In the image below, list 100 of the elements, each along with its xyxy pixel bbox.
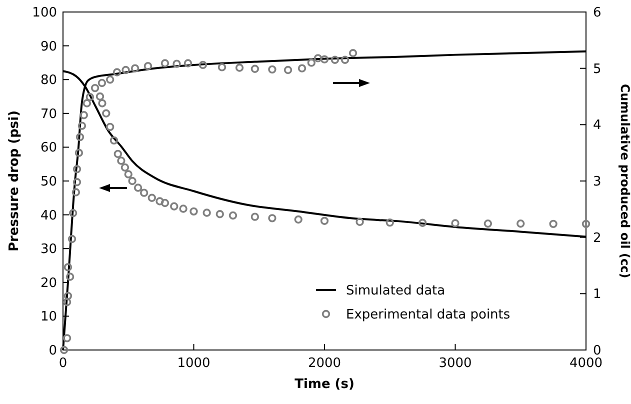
point	[307, 58, 316, 67]
point	[72, 165, 82, 174]
y2-tick-label: 2	[593, 230, 602, 246]
point	[268, 214, 276, 222]
y-tick-label: 60	[40, 140, 57, 156]
point	[294, 215, 302, 224]
point	[356, 218, 364, 226]
point	[198, 60, 207, 70]
point	[298, 64, 306, 72]
y2-tick-label: 3	[593, 174, 602, 190]
point	[68, 234, 76, 244]
point	[386, 218, 394, 227]
point	[250, 64, 260, 73]
point	[82, 99, 92, 108]
point	[122, 66, 130, 74]
y-tick-label: 40	[40, 208, 57, 224]
point	[235, 64, 244, 72]
point	[62, 298, 72, 306]
y-tick-label: 100	[32, 6, 57, 20]
y2-tick-label: 1	[593, 287, 602, 302]
point	[66, 272, 74, 281]
point	[96, 92, 104, 101]
point	[320, 216, 329, 225]
point	[98, 78, 106, 88]
point	[451, 219, 460, 228]
point	[76, 132, 84, 142]
point	[60, 346, 68, 354]
point	[64, 263, 72, 272]
point	[216, 210, 224, 218]
point	[330, 56, 340, 64]
y2-tick-label: 0	[593, 344, 602, 358]
y-tick-label: 0	[48, 344, 57, 358]
point	[250, 212, 260, 221]
point	[120, 163, 130, 172]
point	[102, 109, 110, 118]
y-tick-label: 80	[40, 73, 57, 88]
point	[74, 148, 84, 157]
point	[340, 56, 350, 64]
legend-label: Simulated data	[346, 284, 446, 298]
x-tick-label: 0	[58, 356, 68, 371]
point	[314, 54, 322, 62]
point	[148, 194, 156, 202]
point	[184, 59, 192, 68]
point	[98, 99, 106, 108]
point	[130, 64, 140, 72]
x-tick-label: 4000	[569, 356, 603, 371]
point	[484, 219, 492, 228]
point	[110, 136, 118, 145]
point	[117, 156, 126, 165]
point	[128, 176, 136, 186]
y-tick-label: 10	[40, 310, 57, 325]
point	[284, 66, 292, 74]
point	[418, 218, 427, 228]
point	[179, 204, 188, 213]
point	[86, 92, 94, 102]
point	[144, 62, 152, 70]
point	[268, 65, 276, 74]
point	[228, 211, 238, 220]
point	[72, 178, 82, 186]
point	[516, 219, 525, 228]
point	[68, 209, 78, 218]
y2-axis-title: Cumulative produced oil (cc)	[618, 84, 631, 278]
point	[156, 197, 164, 206]
x-tick-label: 1000	[177, 356, 210, 371]
point	[78, 122, 86, 130]
y-tick-label: 30	[40, 242, 57, 258]
point	[549, 220, 558, 228]
point	[218, 63, 226, 72]
point	[72, 188, 80, 196]
point	[134, 184, 142, 192]
y-tick-label: 90	[40, 39, 57, 54]
point	[160, 198, 170, 208]
y-tick-label: 70	[40, 106, 57, 122]
point	[202, 208, 211, 217]
point	[582, 220, 590, 228]
y-tick-label: 50	[40, 174, 57, 190]
point	[106, 122, 114, 132]
x-tick-label: 2000	[308, 356, 342, 371]
point	[106, 76, 114, 84]
point	[160, 59, 170, 68]
y2-tick-label: 5	[593, 62, 602, 77]
point	[124, 170, 132, 178]
point	[114, 150, 122, 158]
legend-label: Experimental data points	[346, 308, 510, 322]
point	[80, 110, 88, 120]
point	[112, 68, 122, 76]
point	[170, 202, 178, 210]
point	[62, 334, 72, 342]
point	[172, 60, 181, 68]
y-axis-title: Pressure drop (psi)	[7, 110, 22, 252]
y2-tick-label: 4	[593, 118, 602, 134]
point	[90, 84, 100, 92]
x-tick-label: 3000	[438, 356, 472, 371]
point	[348, 49, 358, 58]
point	[190, 207, 198, 216]
x-axis-title: Time (s)	[294, 377, 354, 392]
y2-tick-label: 6	[593, 6, 602, 20]
point	[320, 55, 329, 64]
point	[140, 188, 148, 197]
point	[64, 292, 72, 300]
